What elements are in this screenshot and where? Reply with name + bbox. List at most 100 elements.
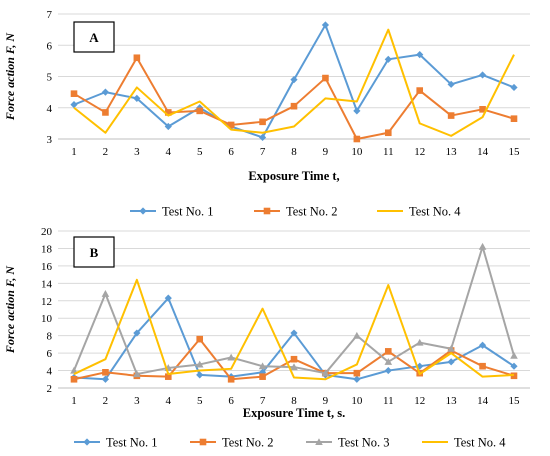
data-point [133, 94, 141, 102]
x-tick-label: 2 [103, 146, 109, 158]
x-tick-label: 7 [260, 146, 266, 158]
x-tick-label: 4 [166, 146, 172, 158]
legend-item: Test No. 2 [254, 205, 338, 219]
y-tick-label: 18 [41, 243, 53, 255]
data-point [384, 55, 392, 63]
data-point [133, 329, 141, 337]
data-point [510, 351, 518, 359]
y-tick-label: 6 [47, 348, 53, 360]
data-point [447, 80, 455, 88]
x-tick-label: 11 [383, 146, 394, 158]
legend-marker [83, 438, 91, 446]
x-tick-label: 8 [291, 395, 297, 407]
legend-marker [315, 438, 323, 446]
x-tick-label: 14 [477, 395, 489, 407]
legend-item: Test No. 4 [422, 436, 506, 450]
data-point [416, 87, 424, 94]
x-tick-label: 13 [446, 395, 458, 407]
series-line [73, 278, 515, 381]
data-point [259, 118, 266, 126]
y-tick-label: 3 [47, 134, 53, 146]
data-point [510, 83, 518, 92]
data-point [290, 76, 298, 84]
data-point [164, 109, 172, 116]
data-point [101, 290, 110, 297]
y-tick-label: 20 [41, 226, 53, 238]
legend-label: Test No. 2 [222, 436, 274, 450]
data-point [353, 375, 361, 383]
data-point [478, 341, 487, 349]
data-point [290, 363, 298, 371]
data-point [164, 294, 172, 302]
series-line [73, 28, 515, 137]
x-tick-label: 6 [228, 395, 234, 407]
legend: Test No. 1 Test No. 2 Test No. 4 [130, 205, 461, 219]
x-tick-label: 1 [71, 146, 77, 158]
legend-label: Test No. 4 [409, 205, 461, 219]
data-point [384, 129, 392, 137]
data-point [478, 71, 487, 79]
data-point [479, 362, 486, 370]
data-point [227, 121, 235, 129]
series-test-no-3 [70, 242, 518, 378]
data-point [290, 102, 298, 110]
data-point [479, 106, 486, 113]
x-tick-label: 4 [166, 395, 172, 407]
panel-label-box [73, 21, 115, 53]
y-tick-label: 8 [47, 331, 53, 343]
y-tick-label: 4 [47, 366, 53, 378]
data-point [196, 107, 204, 115]
data-point [447, 112, 455, 119]
legend-marker [263, 207, 271, 215]
x-tick-label: 13 [446, 146, 458, 158]
x-tick-label: 3 [134, 146, 140, 158]
panel-label-box [73, 236, 115, 268]
legend-item: Test No. 1 [74, 436, 158, 450]
x-tick-label: 10 [351, 146, 363, 158]
data-point [353, 135, 361, 143]
panel-label: A [89, 30, 99, 45]
data-point [384, 358, 393, 365]
legend-label: Test No. 3 [338, 436, 390, 450]
y-tick-label: 16 [41, 261, 53, 273]
data-point [290, 329, 298, 337]
data-point [447, 344, 455, 352]
data-point [384, 366, 392, 375]
legend-item: Test No. 3 [306, 436, 390, 450]
x-tick-label: 12 [414, 395, 425, 407]
x-tick-label: 7 [260, 395, 266, 407]
x-tick-label: 9 [323, 146, 329, 158]
data-point [102, 369, 109, 376]
data-point [133, 54, 141, 62]
data-point [227, 353, 235, 361]
data-point [478, 242, 487, 250]
data-point [321, 21, 330, 29]
x-tick-label: 3 [134, 395, 140, 407]
x-axis-label: Exposure Time t, s. [243, 406, 345, 420]
data-point [133, 370, 141, 378]
y-tick-label: 14 [41, 278, 53, 290]
x-tick-label: 1 [71, 395, 77, 407]
y-tick-label: 10 [41, 313, 53, 325]
data-point [353, 107, 361, 115]
data-point [258, 133, 267, 142]
y-tick-label: 7 [47, 9, 53, 21]
data-point [164, 122, 172, 131]
series-test-no-4 [73, 28, 515, 137]
data-point [510, 362, 518, 370]
x-tick-label: 15 [509, 395, 521, 407]
y-axis-label: Force action F, N [3, 265, 17, 354]
data-point [101, 375, 110, 383]
x-tick-label: 6 [228, 146, 234, 158]
data-point [384, 348, 392, 355]
y-tick-label: 6 [47, 40, 53, 52]
data-point [447, 358, 455, 366]
data-point [258, 362, 267, 370]
legend-item: Test No. 1 [130, 205, 214, 219]
series-test-no-1 [70, 21, 518, 142]
panel-label: B [90, 245, 99, 260]
x-tick-label: 10 [351, 395, 363, 407]
